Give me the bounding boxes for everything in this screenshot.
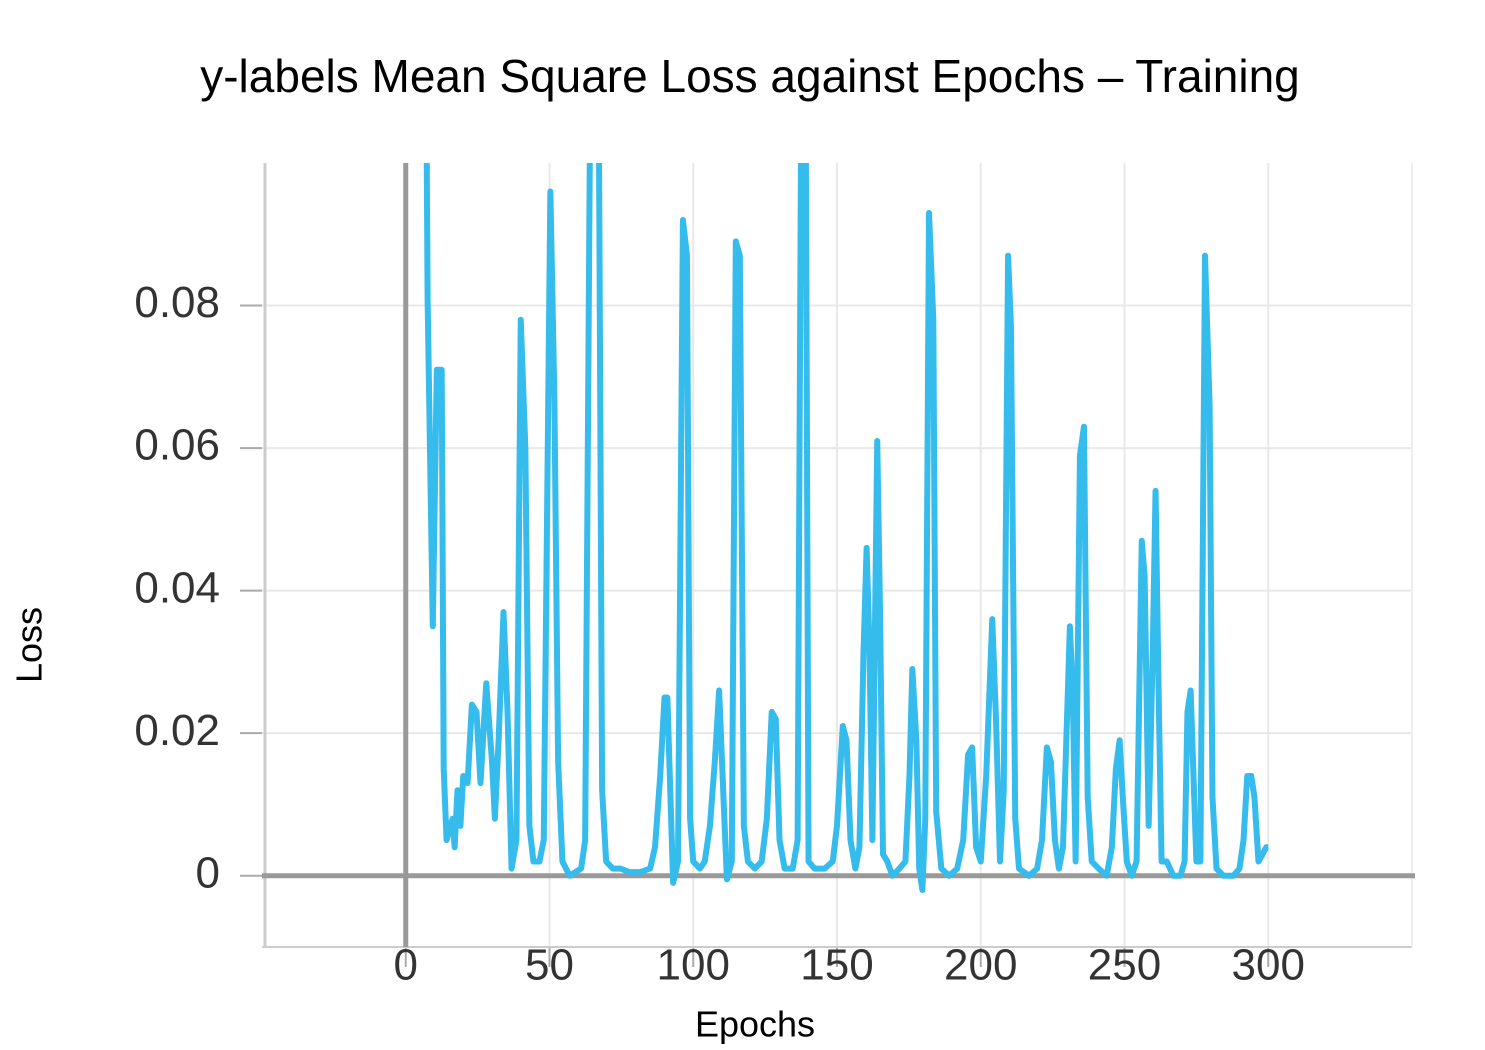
x-tick-label: 0 (394, 941, 418, 990)
x-axis-label: Epochs (695, 1004, 815, 1045)
x-tick-label: 150 (800, 941, 873, 990)
x-tick-label: 100 (657, 941, 730, 990)
y-tick-label: 0.04 (134, 563, 220, 612)
x-tick-label: 200 (944, 941, 1017, 990)
y-tick-label: 0.08 (134, 278, 220, 327)
data-line (423, 163, 1270, 893)
x-tick-label: 250 (1088, 941, 1161, 990)
x-tick-label: 50 (525, 941, 574, 990)
x-tick-label: 300 (1232, 941, 1305, 990)
y-tick-label: 0 (196, 848, 220, 897)
chart-title: y-labels Mean Square Loss against Epochs… (200, 50, 1300, 102)
y-tick-label: 0.06 (134, 421, 220, 470)
y-tick-label: 0.02 (134, 706, 220, 755)
y-axis-label: Loss (9, 607, 50, 683)
